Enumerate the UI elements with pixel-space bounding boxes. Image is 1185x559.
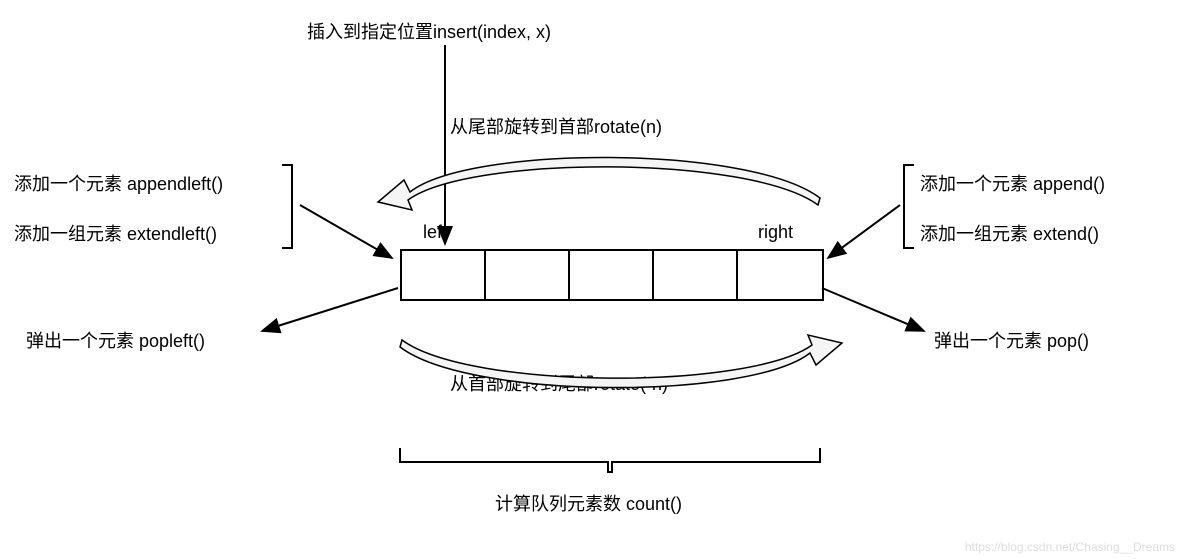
extendleft-label: 添加一组元素 extendleft() (14, 220, 217, 246)
deque-cell (654, 251, 738, 299)
deque-left-label: left (423, 222, 447, 243)
deque-cell (486, 251, 570, 299)
rotate-neg-label: 从首部旋转到尾部rotate(-n) (450, 370, 668, 396)
appendleft-arrow (300, 205, 392, 258)
popleft-label: 弹出一个元素 popleft() (26, 327, 205, 353)
rotate-pos-label: 从尾部旋转到首部rotate(n) (450, 113, 662, 139)
deque-box (400, 249, 824, 301)
rotate-pos-arrow (378, 157, 820, 210)
pop-arrow (822, 288, 924, 331)
append-label: 添加一个元素 append() (920, 170, 1105, 196)
count-label: 计算队列元素数 count() (495, 490, 682, 516)
deque-cell (738, 251, 822, 299)
extend-label: 添加一组元素 extend() (920, 220, 1099, 246)
pop-label: 弹出一个元素 pop() (934, 327, 1089, 353)
insert-label: 插入到指定位置insert(index, x) (307, 18, 551, 44)
popleft-arrow (262, 288, 398, 331)
right-bracket (904, 165, 914, 248)
deque-cell (570, 251, 654, 299)
deque-right-label: right (758, 222, 793, 243)
append-arrow (828, 205, 900, 258)
appendleft-label: 添加一个元素 appendleft() (14, 170, 223, 196)
left-bracket (282, 165, 292, 248)
count-bracket (400, 448, 820, 472)
deque-cell (402, 251, 486, 299)
watermark: https://blog.csdn.net/Chasing__Dreams (965, 540, 1175, 554)
